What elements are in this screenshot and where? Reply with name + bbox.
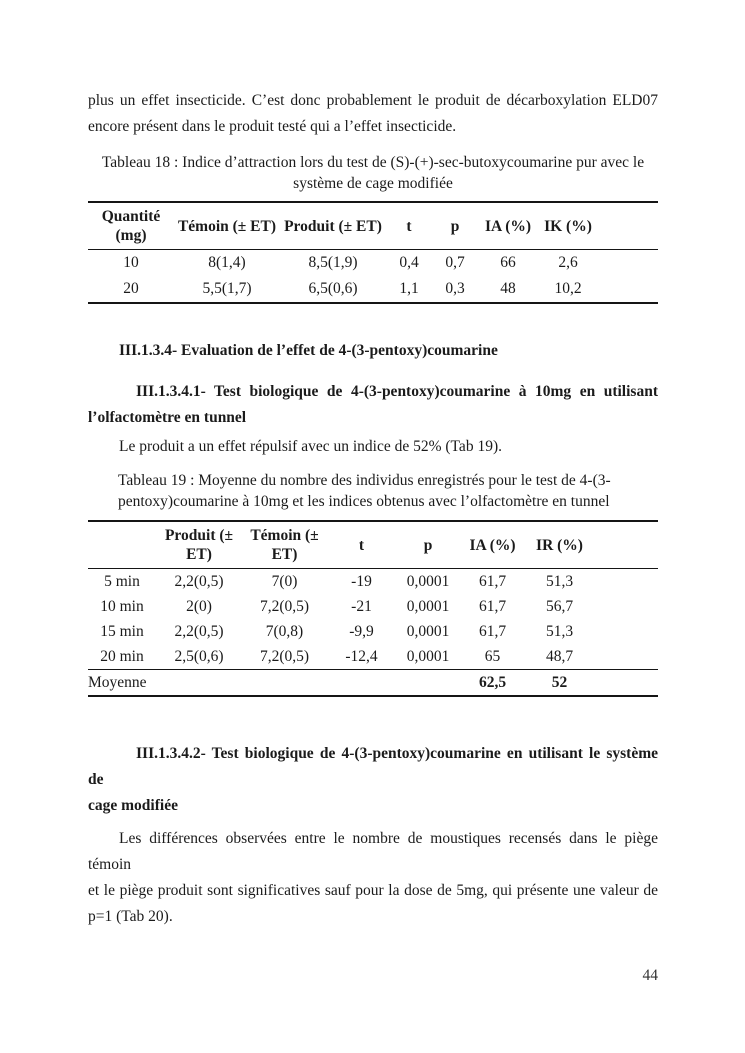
table-cell: 61,7	[478, 623, 507, 640]
table-cell: 61,7	[478, 573, 507, 590]
table-cell: 0,0001	[406, 573, 450, 590]
table19-header-cell: p	[396, 521, 460, 569]
table-cell: 0,0001	[406, 598, 450, 615]
table18-header-cell: t	[386, 202, 432, 250]
table-cell: 66	[500, 254, 516, 271]
table-cell	[396, 669, 460, 696]
row-label: 10 min	[100, 598, 144, 615]
table-cell: -12,4	[345, 648, 378, 665]
table-cell: -9,9	[349, 623, 374, 640]
heading-line: III.1.3.4.2- Test biologique de 4-(3-pen…	[88, 745, 658, 788]
table19-header-cell	[88, 521, 156, 569]
table19-footer-row: Moyenne 62,5 52	[88, 669, 658, 696]
row-label: 15 min	[100, 623, 144, 640]
table19-row: 10 min 2(0) 7,2(0,5) -21 0,0001 61,7 56,…	[88, 594, 658, 619]
document-page: plus un effet insecticide. C’est donc pr…	[88, 88, 658, 930]
paragraph-line: p=1 (Tab 20).	[88, 908, 173, 925]
caption-line: Tableau 19 : Moyenne du nombre des indiv…	[118, 472, 611, 489]
table19-caption: Tableau 19 : Moyenne du nombre des indiv…	[118, 470, 658, 512]
table-cell: 7(0)	[271, 573, 298, 590]
table-cell: 0,0001	[406, 648, 450, 665]
page-number: 44	[642, 967, 659, 984]
paragraph-differences: Les différences observées entre le nombr…	[88, 826, 658, 930]
table-cell: 2(0)	[186, 598, 212, 615]
table-cell: 0,0001	[406, 623, 450, 640]
caption-line: Tableau 18 : Indice d’attraction lors du…	[101, 154, 645, 171]
paragraph-line: plus un effet insecticide. C’est donc pr…	[88, 92, 658, 109]
table18-caption: Tableau 18 : Indice d’attraction lors du…	[88, 152, 658, 194]
table-cell: 48,7	[545, 648, 574, 665]
table-cell: 51,3	[545, 573, 574, 590]
table-cell	[242, 669, 327, 696]
table18-row: 20 5,5(1,7) 6,5(0,6) 1,1 0,3 48 10,2	[88, 276, 658, 303]
table-18: Quantité (mg) Témoin (± ET) Produit (± E…	[88, 201, 658, 304]
section-heading-III-1-3-4-1: III.1.3.4.1- Test biologique de 4-(3-pen…	[88, 379, 658, 431]
section-heading-III-1-3-4-2: III.1.3.4.2- Test biologique de 4-(3-pen…	[88, 741, 658, 819]
table-cell	[327, 669, 396, 696]
paragraph-line: et le piège produit sont significatives …	[88, 882, 658, 899]
table18-header-cell: Quantité (mg)	[88, 202, 174, 250]
heading-line: III.1.3.4.1- Test biologique de 4-(3-pen…	[136, 383, 658, 400]
table18-row: 10 8(1,4) 8,5(1,9) 0,4 0,7 66 2,6	[88, 250, 658, 277]
table19-row: 20 min 2,5(0,6) 7,2(0,5) -12,4 0,0001 65…	[88, 644, 658, 670]
row-label: Moyenne	[88, 669, 156, 696]
table-cell: 52	[525, 669, 658, 696]
table19-header-row: Produit (± ET) Témoin (± ET) t p IA (%) …	[88, 521, 658, 569]
paragraph-line: encore présent dans le produit testé qui…	[88, 118, 457, 135]
paragraph-repulsif: Le produit a un effet répulsif avec un i…	[119, 438, 502, 455]
table-cell: 7,2(0,5)	[259, 598, 310, 615]
table-cell: 48	[500, 280, 516, 297]
section-heading-III-1-3-4: III.1.3.4- Evaluation de l’effet de 4-(3…	[119, 342, 498, 359]
row-label: 5 min	[104, 573, 140, 590]
table-cell: 51,3	[545, 623, 574, 640]
table-cell: 5,5(1,7)	[202, 280, 252, 297]
paragraph-line: Les différences observées entre le nombr…	[88, 830, 658, 873]
table-cell: 0,7	[445, 254, 465, 271]
table-cell: -19	[351, 573, 372, 590]
table-cell: 7,2(0,5)	[259, 648, 310, 665]
table18-header-cell: p	[432, 202, 478, 250]
table-cell: 6,5(0,6)	[308, 280, 358, 297]
table19-row: 5 min 2,2(0,5) 7(0) -19 0,0001 61,7 51,3	[88, 569, 658, 595]
table19-row: 15 min 2,2(0,5) 7(0,8) -9,9 0,0001 61,7 …	[88, 619, 658, 644]
table-cell: 56,7	[545, 598, 574, 615]
row-label: 20 min	[100, 648, 144, 665]
table-cell: 0,3	[445, 280, 465, 297]
table18-header-cell: IA (%)	[478, 202, 538, 250]
table18-header-cell: Témoin (± ET)	[174, 202, 280, 250]
table-cell: 61,7	[478, 598, 507, 615]
table-cell: 2,5(0,6)	[174, 648, 224, 665]
caption-line: pentoxy)coumarine à 10mg et les indices …	[118, 493, 610, 510]
table19-header-cell: IR (%)	[525, 521, 658, 569]
table-cell: 10,2	[554, 280, 582, 297]
table-cell: 62,5	[460, 669, 525, 696]
table-cell: 10	[123, 254, 139, 271]
table19-header-cell: t	[327, 521, 396, 569]
table-cell: 2,6	[558, 254, 578, 271]
table-cell: 1,1	[399, 280, 419, 297]
table-cell: 8,5(1,9)	[308, 254, 358, 271]
table18-header-cell: Produit (± ET)	[280, 202, 386, 250]
heading-line: cage modifiée	[88, 797, 178, 814]
table-cell: 0,4	[399, 254, 419, 271]
table-cell: 2,2(0,5)	[174, 573, 224, 590]
table18-header-row: Quantité (mg) Témoin (± ET) Produit (± E…	[88, 202, 658, 250]
caption-line: système de cage modifiée	[293, 175, 453, 192]
table-cell: 2,2(0,5)	[174, 623, 224, 640]
table19-header-cell: IA (%)	[460, 521, 525, 569]
table-cell: 65	[484, 648, 501, 665]
table-cell: 8(1,4)	[208, 254, 246, 271]
table-cell: -21	[351, 598, 372, 615]
table-cell: 20	[123, 280, 139, 297]
table-cell: 7(0,8)	[265, 623, 304, 640]
table19-header-cell: Témoin (± ET)	[242, 521, 327, 569]
table19-header-cell: Produit (± ET)	[156, 521, 242, 569]
table18-header-cell: IK (%)	[538, 202, 658, 250]
heading-line: l’olfactomètre en tunnel	[88, 409, 247, 426]
paragraph-intro: plus un effet insecticide. C’est donc pr…	[88, 88, 658, 140]
table-19: Produit (± ET) Témoin (± ET) t p IA (%) …	[88, 520, 658, 697]
table-cell	[156, 669, 242, 696]
